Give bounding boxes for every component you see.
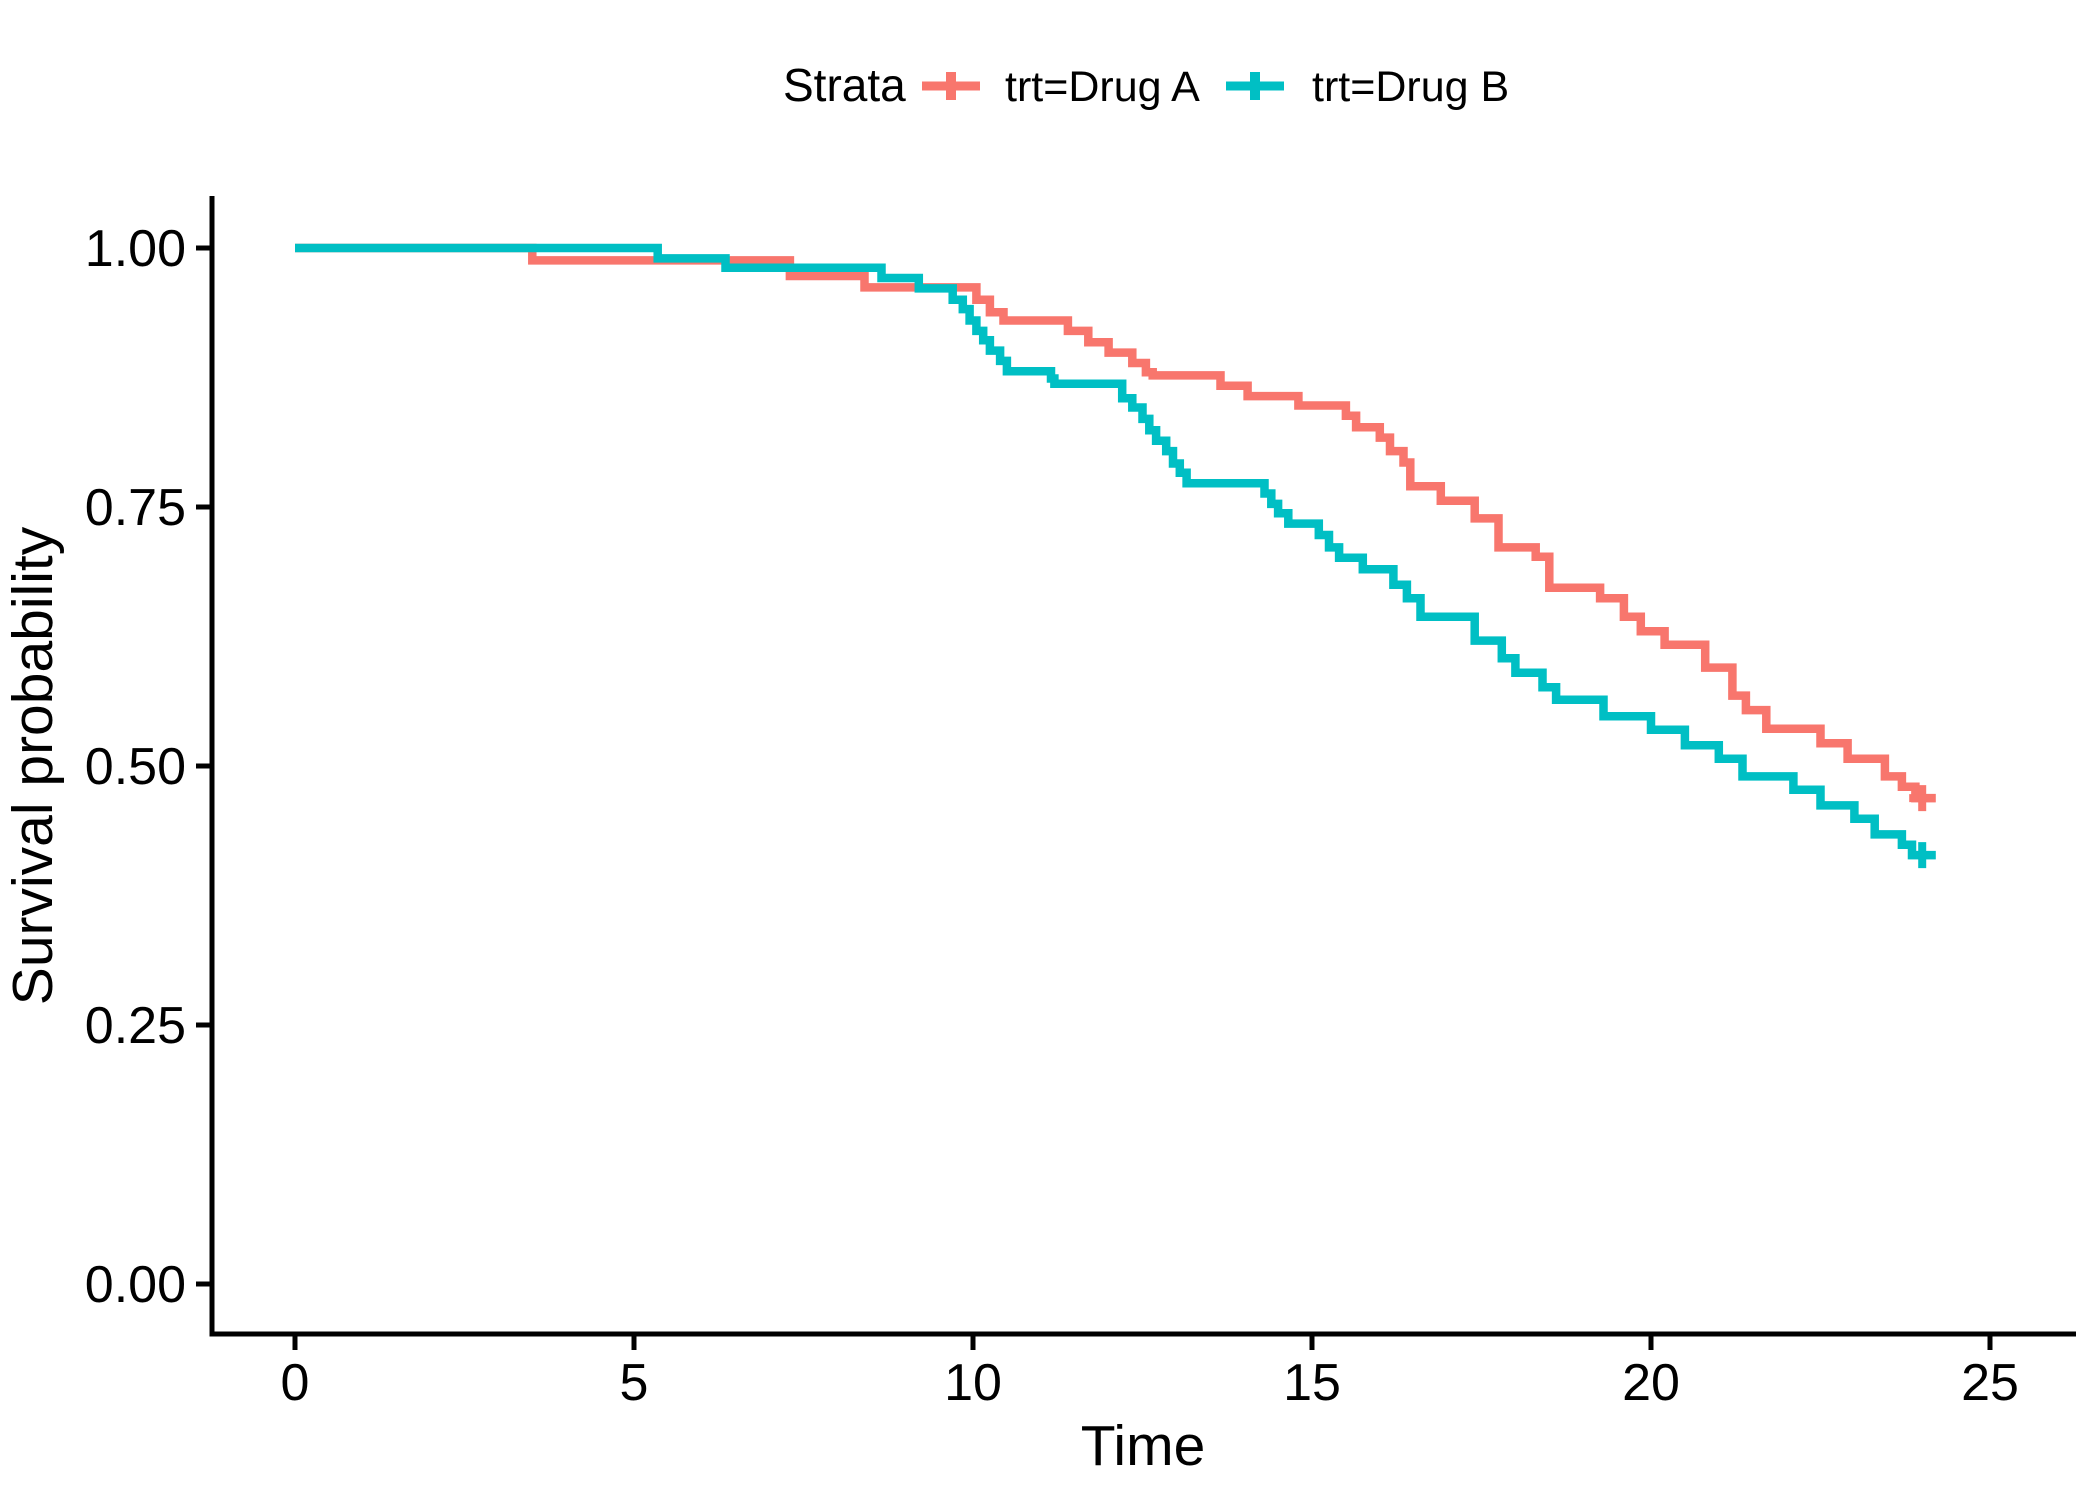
survival-curve-trt-drug-b <box>295 243 1936 860</box>
legend-item-drug-a: trt=Drug A <box>922 63 1200 111</box>
y-axis-title: Survival probability <box>1 526 65 1005</box>
y-tick-label: 0.75 <box>85 479 186 537</box>
survival-curve-trt-drug-a <box>295 243 1936 803</box>
y-axis-ticks: 0.00 0.25 0.50 0.75 1.00 <box>85 220 210 1314</box>
x-tick-label: 25 <box>1961 1354 2019 1412</box>
survival-curves <box>295 243 1936 869</box>
legend-label-drug-b: trt=Drug B <box>1312 63 1509 111</box>
y-tick-label: 0.50 <box>85 738 186 796</box>
x-tick-label: 20 <box>1622 1354 1680 1412</box>
x-tick-label: 15 <box>1283 1354 1341 1412</box>
y-tick-label: 0.00 <box>85 1256 186 1314</box>
y-tick-label: 0.25 <box>85 997 186 1055</box>
legend-title: Strata <box>783 59 906 111</box>
x-tick-label: 0 <box>281 1354 310 1412</box>
x-axis-ticks: 0 5 10 15 20 25 <box>281 1336 2019 1412</box>
legend-item-drug-b: trt=Drug B <box>1226 63 1509 111</box>
y-tick-label: 1.00 <box>85 220 186 278</box>
legend-label-drug-a: trt=Drug A <box>1005 63 1200 111</box>
legend: Strata trt=Drug A trt=Drug B <box>783 59 1509 111</box>
x-tick-label: 10 <box>944 1354 1002 1412</box>
x-axis-title: Time <box>1081 1414 1206 1478</box>
x-tick-label: 5 <box>620 1354 649 1412</box>
